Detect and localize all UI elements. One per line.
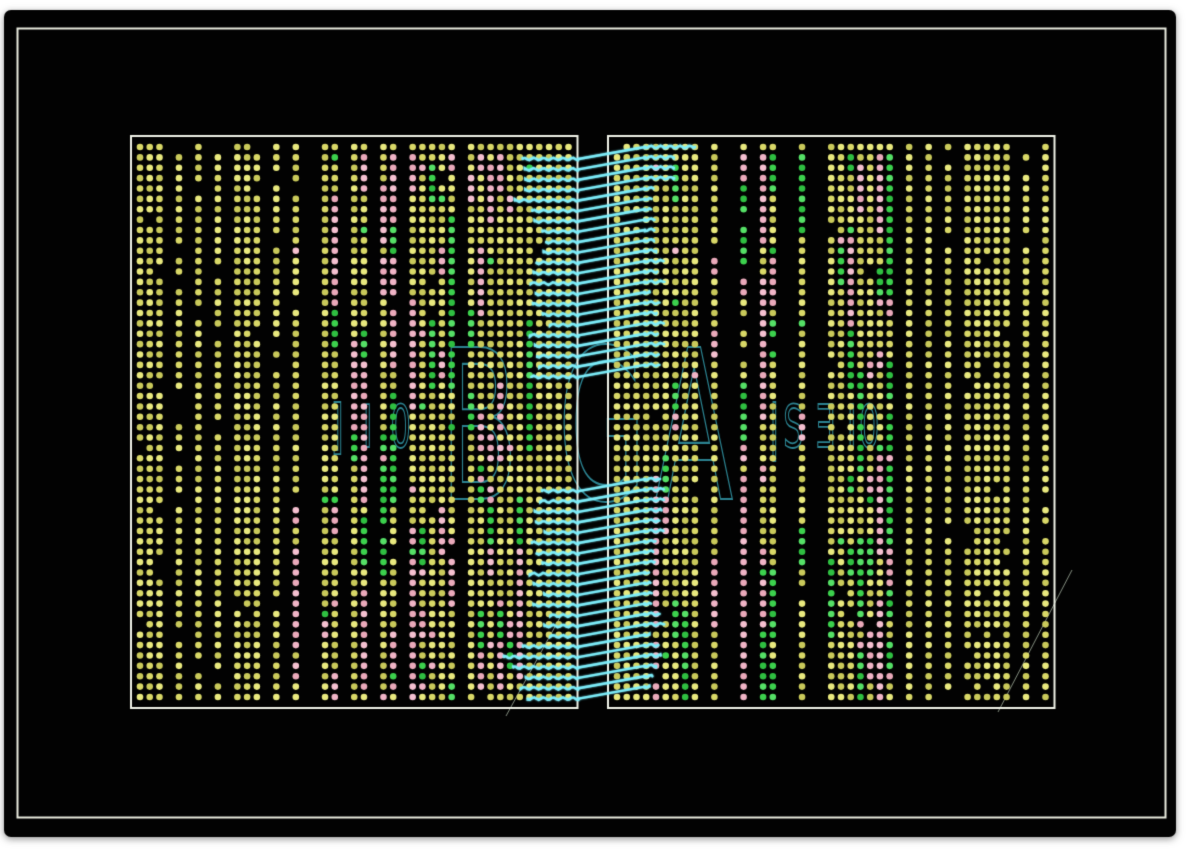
pcb-viewer-page	[0, 0, 1187, 850]
pcb-design-canvas[interactable]	[0, 0, 1187, 850]
